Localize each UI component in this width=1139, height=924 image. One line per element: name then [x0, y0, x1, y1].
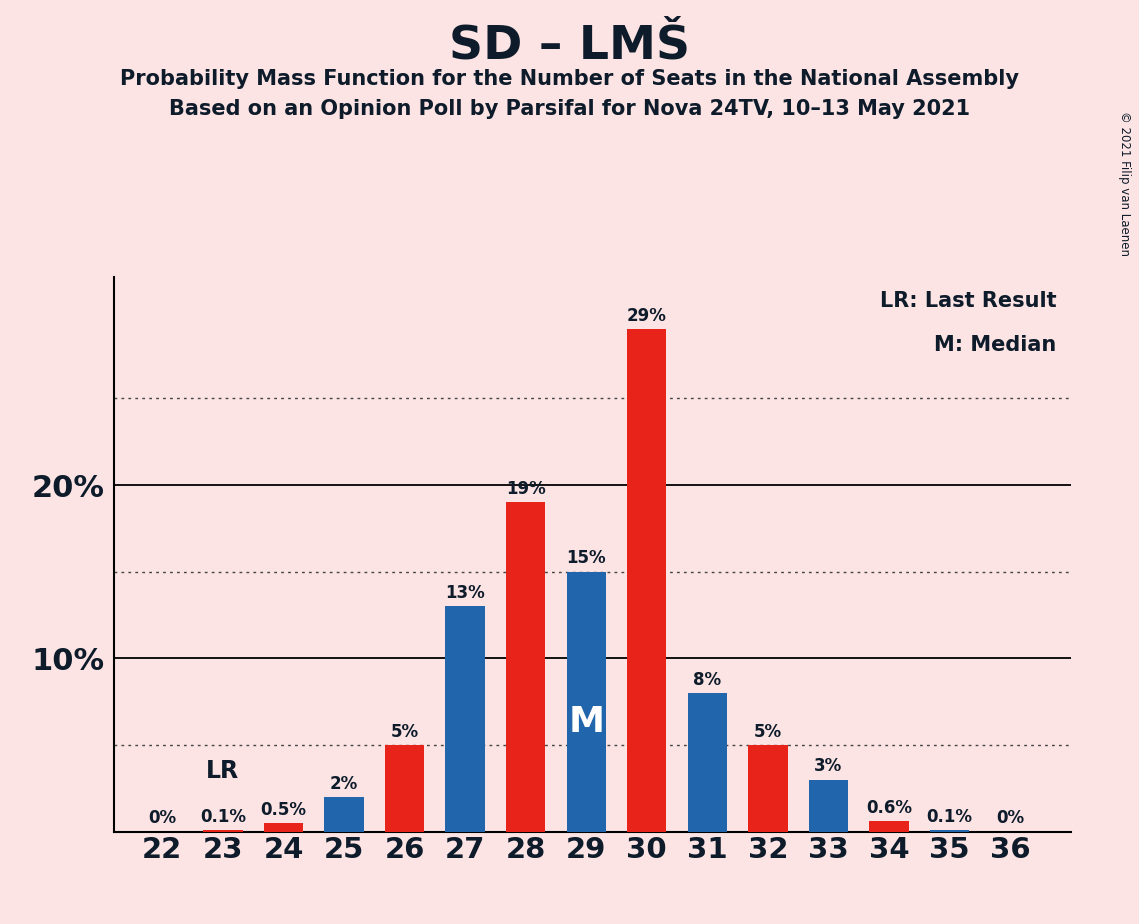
- Text: Based on an Opinion Poll by Parsifal for Nova 24TV, 10–13 May 2021: Based on an Opinion Poll by Parsifal for…: [169, 99, 970, 119]
- Text: 29%: 29%: [626, 307, 666, 325]
- Text: 8%: 8%: [694, 671, 721, 688]
- Text: © 2021 Filip van Laenen: © 2021 Filip van Laenen: [1118, 111, 1131, 256]
- Bar: [929, 830, 969, 832]
- Bar: [506, 503, 546, 832]
- Bar: [688, 693, 727, 832]
- Text: 0.1%: 0.1%: [200, 808, 246, 825]
- Bar: [809, 780, 849, 832]
- Text: 15%: 15%: [566, 550, 606, 567]
- Text: LR: Last Result: LR: Last Result: [879, 291, 1056, 311]
- Bar: [628, 329, 666, 832]
- Bar: [264, 823, 303, 832]
- Text: 0%: 0%: [148, 809, 177, 827]
- Text: SD – LMŠ: SD – LMŠ: [449, 23, 690, 68]
- Text: 0.5%: 0.5%: [261, 800, 306, 819]
- Bar: [566, 572, 606, 832]
- Bar: [325, 796, 363, 832]
- Bar: [445, 606, 485, 832]
- Text: 3%: 3%: [814, 758, 843, 775]
- Text: M: Median: M: Median: [934, 335, 1056, 356]
- Text: 0.6%: 0.6%: [866, 799, 912, 817]
- Text: Probability Mass Function for the Number of Seats in the National Assembly: Probability Mass Function for the Number…: [120, 69, 1019, 90]
- Text: 13%: 13%: [445, 584, 485, 602]
- Text: 5%: 5%: [391, 723, 419, 741]
- Bar: [869, 821, 909, 832]
- Text: 0%: 0%: [995, 809, 1024, 827]
- Text: 5%: 5%: [754, 723, 782, 741]
- Bar: [385, 745, 424, 832]
- Text: M: M: [568, 705, 604, 739]
- Text: 2%: 2%: [330, 774, 358, 793]
- Bar: [748, 745, 787, 832]
- Text: LR: LR: [206, 760, 239, 784]
- Text: 0.1%: 0.1%: [926, 808, 973, 825]
- Bar: [203, 830, 243, 832]
- Text: 19%: 19%: [506, 480, 546, 498]
